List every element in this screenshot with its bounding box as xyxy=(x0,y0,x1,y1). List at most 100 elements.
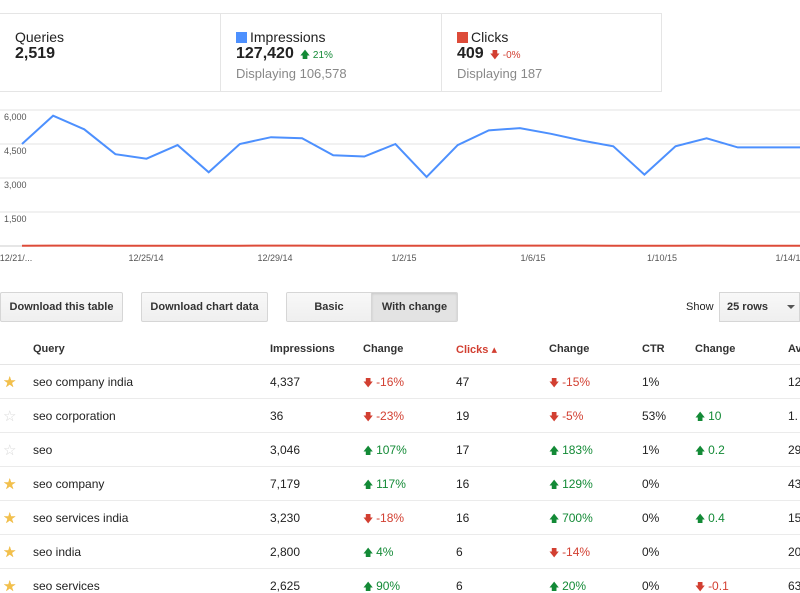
impressions-change-cell: 🡇 -16% xyxy=(363,375,405,389)
queries-card[interactable]: Queries 2,519 xyxy=(0,14,221,91)
download-chart-button[interactable]: Download chart data xyxy=(141,292,268,322)
star-filled-icon[interactable]: ★ xyxy=(3,374,17,391)
impressions-displaying: Displaying 106,578 xyxy=(236,66,347,81)
impressions-card[interactable]: Impressions 127,420 🡅 21% Displaying 106… xyxy=(221,14,442,91)
impressions-cell: 2,625 xyxy=(270,579,301,593)
header-query[interactable]: Query xyxy=(33,343,65,355)
x-tick-label: 1/2/15 xyxy=(391,253,417,263)
arrow-up-icon: 🡅 xyxy=(549,480,563,491)
query-cell[interactable]: seo company india xyxy=(33,375,134,389)
impressions-change-cell: 🡅 4% xyxy=(363,545,394,559)
star-filled-icon[interactable]: ★ xyxy=(3,476,17,493)
avg-position-cell: 29 xyxy=(788,443,800,457)
clicks-displaying: Displaying 187 xyxy=(457,66,543,81)
header-ctr[interactable]: CTR xyxy=(642,343,665,355)
summary-cards: Queries 2,519 Impressions 127,420 🡅 21% … xyxy=(0,13,662,92)
performance-chart[interactable]: 6,000 4,500 3,000 1,500 12/21/... 12/25/14 12/… xyxy=(0,100,800,270)
basic-button[interactable]: Basic xyxy=(287,293,372,321)
arrow-up-icon: 🡅 xyxy=(363,548,377,559)
ctr-change-cell: 🡅 0.2 xyxy=(695,443,725,457)
header-clicks-change[interactable]: Change xyxy=(549,343,590,355)
arrow-up-icon: 🡅 xyxy=(363,480,377,491)
table-row[interactable]: ☆ seo corporation 36 🡇 -23% 19 🡇 -5% 53% 🡅 10 1. xyxy=(0,399,800,433)
download-table-button[interactable]: Download this table xyxy=(0,292,123,322)
star-empty-icon[interactable]: ☆ xyxy=(3,442,17,459)
x-tick-label: 12/29/14 xyxy=(257,253,293,263)
query-cell[interactable]: seo services india xyxy=(33,511,129,525)
header-impressions-change[interactable]: Change xyxy=(363,343,404,355)
impressions-cell: 36 xyxy=(270,409,284,423)
avg-position-cell: 20 xyxy=(788,545,800,559)
arrow-up-icon: 🡅 xyxy=(695,446,709,457)
arrow-down-icon: 🡇 xyxy=(489,50,500,61)
chart-svg xyxy=(0,109,800,247)
avg-position-cell: 43 xyxy=(788,477,800,491)
impressions-change-cell: 🡇 -23% xyxy=(363,409,405,423)
clicks-swatch xyxy=(457,32,468,43)
arrow-up-icon: 🡅 xyxy=(549,446,563,457)
impressions-delta: 21% xyxy=(312,50,333,61)
star-empty-icon[interactable]: ☆ xyxy=(3,408,17,425)
impressions-cell: 4,337 xyxy=(270,375,301,389)
series-line-impressions xyxy=(21,114,800,179)
impressions-label: Impressions xyxy=(250,29,326,45)
avg-position-cell: 12 xyxy=(788,375,800,389)
star-filled-icon[interactable]: ★ xyxy=(3,544,17,561)
ctr-cell: 0% xyxy=(642,545,660,559)
header-clicks[interactable]: Clicks ▴ xyxy=(456,344,497,356)
query-cell[interactable]: seo company xyxy=(33,477,105,491)
table-row[interactable]: ★ seo services 2,625 🡅 90% 6 🡅 20% 0% 🡇 -0.1 63 xyxy=(0,569,800,593)
ctr-cell: 1% xyxy=(642,375,660,389)
with-change-button[interactable]: With change xyxy=(372,293,457,321)
avg-position-cell: 15 xyxy=(788,511,800,525)
impressions-change-cell: 🡅 107% xyxy=(363,443,407,457)
query-cell[interactable]: seo corporation xyxy=(33,409,116,423)
star-filled-icon[interactable]: ★ xyxy=(3,510,17,527)
impressions-cell: 3,230 xyxy=(270,511,301,525)
chevron-down-icon xyxy=(787,305,795,309)
clicks-change-cell: 🡇 -15% xyxy=(549,375,591,389)
clicks-change-cell: 🡇 -14% xyxy=(549,545,591,559)
clicks-change-cell: 🡅 183% xyxy=(549,443,593,457)
query-cell[interactable]: seo india xyxy=(33,545,82,559)
rows-value: 25 rows xyxy=(727,301,768,313)
table-row[interactable]: ★ seo india 2,800 🡅 4% 6 🡇 -14% 0% 20 xyxy=(0,535,800,569)
ctr-change-cell: 🡇 -0.1 xyxy=(695,579,729,593)
clicks-change-cell: 🡅 20% xyxy=(549,579,587,593)
clicks-cell: 6 xyxy=(456,579,463,593)
impressions-swatch xyxy=(236,32,247,43)
arrow-up-icon: 🡅 xyxy=(363,582,377,593)
arrow-down-icon: 🡇 xyxy=(363,412,377,423)
impressions-change-cell: 🡇 -18% xyxy=(363,511,405,525)
clicks-cell: 16 xyxy=(456,511,470,525)
arrow-up-icon: 🡅 xyxy=(695,412,709,423)
y-tick-label: 3,000 xyxy=(4,180,27,190)
clicks-card[interactable]: Clicks 409 🡇 -0% Displaying 187 xyxy=(442,14,661,91)
impressions-cell: 7,179 xyxy=(270,477,301,491)
star-filled-icon[interactable]: ★ xyxy=(3,578,17,593)
table-row[interactable]: ★ seo company india 4,337 🡇 -16% 47 🡇 -15% 1% 1… xyxy=(0,365,800,399)
arrow-down-icon: 🡇 xyxy=(549,548,563,559)
table-row[interactable]: ★ seo services india 3,230 🡇 -18% 16 🡅 700% 0%… xyxy=(0,501,800,535)
clicks-cell: 19 xyxy=(456,409,470,423)
table-row[interactable]: ★ seo company 7,179 🡅 117% 16 🡅 129% 0% 43 xyxy=(0,467,800,501)
query-cell[interactable]: seo xyxy=(33,443,53,457)
arrow-up-icon: 🡅 xyxy=(299,50,311,61)
x-tick-label: 12/21/... xyxy=(0,253,33,263)
clicks-cell: 6 xyxy=(456,545,463,559)
y-tick-label: 4,500 xyxy=(4,146,27,156)
rows-per-page-select[interactable]: 25 rows xyxy=(719,292,800,322)
ctr-cell: 0% xyxy=(642,477,660,491)
clicks-change-cell: 🡇 -5% xyxy=(549,409,584,423)
header-impressions[interactable]: Impressions xyxy=(270,343,335,355)
avg-position-cell: 63 xyxy=(788,579,800,593)
query-cell[interactable]: seo services xyxy=(33,579,100,593)
arrow-down-icon: 🡇 xyxy=(363,378,377,389)
clicks-delta: -0% xyxy=(502,50,521,61)
header-ctr-change[interactable]: Change xyxy=(695,343,736,355)
clicks-change-cell: 🡅 129% xyxy=(549,477,593,491)
clicks-change-cell: 🡅 700% xyxy=(549,511,593,525)
arrow-up-icon: 🡅 xyxy=(695,514,709,525)
header-avg-position[interactable]: Av xyxy=(788,343,800,355)
table-row[interactable]: ☆ seo 3,046 🡅 107% 17 🡅 183% 1% 🡅 0.2 29 xyxy=(0,433,800,467)
